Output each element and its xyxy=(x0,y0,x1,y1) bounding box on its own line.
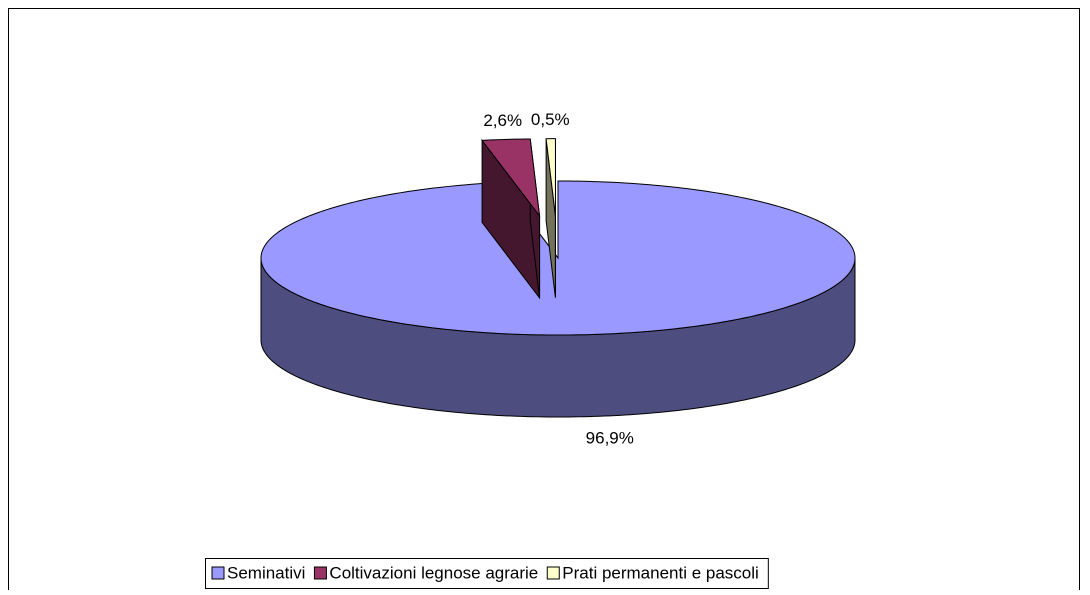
legend-label: Coltivazioni legnose agrarie xyxy=(329,563,538,582)
legend-box xyxy=(205,558,769,589)
legend-swatch xyxy=(546,566,560,580)
data-label: 96,9% xyxy=(586,428,634,447)
data-label: 0,5% xyxy=(531,110,570,129)
legend-label: Prati permanenti e pascoli xyxy=(562,563,759,582)
legend-label: Seminativi xyxy=(227,563,305,582)
slice-top xyxy=(545,138,556,216)
slice-top xyxy=(481,138,541,218)
data-label: 2,6% xyxy=(483,111,522,130)
slice-top xyxy=(260,180,856,336)
legend-swatch xyxy=(313,566,327,580)
legend-swatch xyxy=(211,566,225,580)
